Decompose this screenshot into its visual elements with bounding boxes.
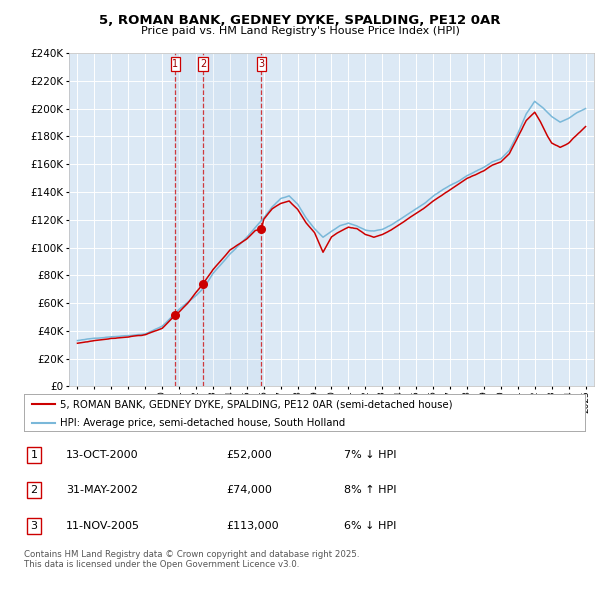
Bar: [175, 53, 262, 386]
Text: £74,000: £74,000: [226, 486, 272, 495]
Text: 3: 3: [31, 521, 38, 531]
Text: 11-NOV-2005: 11-NOV-2005: [66, 521, 140, 531]
Text: 6% ↓ HPI: 6% ↓ HPI: [344, 521, 396, 531]
Text: Contains HM Land Registry data © Crown copyright and database right 2025.
This d: Contains HM Land Registry data © Crown c…: [24, 550, 359, 569]
Text: 2: 2: [31, 486, 38, 495]
Text: 7% ↓ HPI: 7% ↓ HPI: [344, 450, 396, 460]
Text: 13-OCT-2000: 13-OCT-2000: [66, 450, 139, 460]
Text: 1: 1: [31, 450, 38, 460]
Text: Price paid vs. HM Land Registry's House Price Index (HPI): Price paid vs. HM Land Registry's House …: [140, 26, 460, 36]
Text: 5, ROMAN BANK, GEDNEY DYKE, SPALDING, PE12 0AR (semi-detached house): 5, ROMAN BANK, GEDNEY DYKE, SPALDING, PE…: [61, 399, 453, 409]
Text: £52,000: £52,000: [226, 450, 272, 460]
Text: 3: 3: [259, 59, 265, 69]
Text: 5, ROMAN BANK, GEDNEY DYKE, SPALDING, PE12 0AR: 5, ROMAN BANK, GEDNEY DYKE, SPALDING, PE…: [99, 14, 501, 27]
Text: HPI: Average price, semi-detached house, South Holland: HPI: Average price, semi-detached house,…: [61, 418, 346, 428]
Text: 8% ↑ HPI: 8% ↑ HPI: [344, 486, 396, 495]
Text: £113,000: £113,000: [226, 521, 278, 531]
Text: 1: 1: [172, 59, 178, 69]
Text: 31-MAY-2002: 31-MAY-2002: [66, 486, 138, 495]
Text: 2: 2: [200, 59, 206, 69]
